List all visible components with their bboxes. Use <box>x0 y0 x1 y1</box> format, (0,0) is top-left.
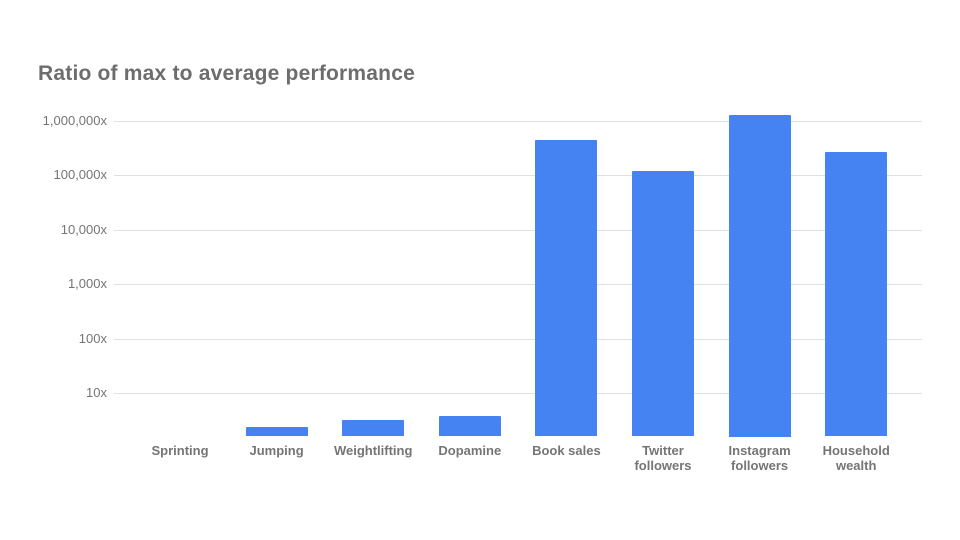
y-tick-label: 1,000,000x <box>42 112 107 128</box>
gridline-10-000x <box>114 229 922 231</box>
y-tick-label: 100,000x <box>53 167 108 183</box>
y-tick-label: 100x <box>78 330 107 346</box>
bar-instagram-followers <box>728 114 791 437</box>
bar-book-sales <box>535 139 598 437</box>
x-label-book-sales: Book sales <box>532 443 601 458</box>
x-label-sprinting: Sprinting <box>151 443 209 458</box>
y-tick-label: 10x <box>86 385 107 401</box>
gridline-1-000x <box>114 284 922 286</box>
bar-twitter-followers <box>632 170 694 437</box>
x-label-dopamine: Dopamine <box>438 443 502 458</box>
gridline-1-000-000x <box>114 120 922 122</box>
gridline-100-000x <box>114 175 922 177</box>
bar-household-wealth <box>825 151 888 437</box>
bar-weightlifting <box>342 420 405 437</box>
x-label-weightlifting: Weightlifting <box>333 443 413 458</box>
y-tick-label: 1,000x <box>67 276 107 292</box>
bar-jumping <box>245 427 308 437</box>
x-label-twitter-followers: Twitter followers <box>634 443 692 473</box>
x-label-instagram-followers: Instagram followers <box>728 443 791 473</box>
gridline-10x <box>114 393 922 395</box>
y-tick-label: 10,000x <box>60 221 107 237</box>
x-label-jumping: Jumping <box>249 443 304 458</box>
x-label-household-wealth: Household wealth <box>822 443 890 473</box>
chart-title: Ratio of max to average performance <box>38 62 415 85</box>
bar-dopamine <box>438 416 501 437</box>
gridline-100x <box>114 338 922 340</box>
